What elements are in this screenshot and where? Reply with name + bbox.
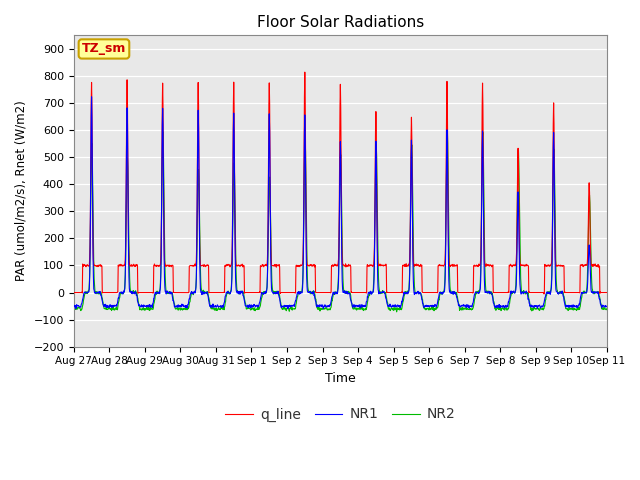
NR2 [444, 128, 451, 133]
NR2 [188, 291, 196, 297]
q_line [188, 263, 196, 269]
q_line [603, 290, 611, 296]
Title: Floor Solar Radiations: Floor Solar Radiations [257, 15, 424, 30]
q_line [540, 291, 548, 297]
NR1 [603, 303, 611, 309]
NR1 [493, 302, 501, 308]
Line: NR2: NR2 [74, 131, 607, 312]
q_line [423, 290, 431, 296]
q_line [248, 290, 256, 296]
Text: TZ_sm: TZ_sm [82, 42, 126, 56]
NR1 [189, 290, 196, 296]
NR1 [284, 306, 292, 312]
NR2 [493, 306, 501, 312]
q_line [70, 290, 77, 296]
NR2 [175, 306, 183, 312]
NR1 [540, 300, 548, 306]
NR2 [603, 306, 611, 312]
NR1 [248, 303, 256, 309]
NR1 [424, 303, 431, 309]
NR1 [88, 94, 95, 100]
NR2 [70, 307, 77, 312]
Line: q_line: q_line [74, 72, 607, 294]
NR2 [540, 306, 548, 312]
NR1 [70, 303, 77, 309]
NR2 [248, 306, 256, 312]
Legend: q_line, NR1, NR2: q_line, NR1, NR2 [220, 402, 461, 427]
q_line [175, 290, 183, 296]
Line: NR1: NR1 [74, 97, 607, 309]
X-axis label: Time: Time [325, 372, 356, 385]
NR2 [393, 309, 401, 315]
q_line [540, 290, 547, 296]
q_line [301, 69, 308, 75]
q_line [493, 290, 500, 296]
Y-axis label: PAR (umol/m2/s), Rnet (W/m2): PAR (umol/m2/s), Rnet (W/m2) [15, 101, 28, 281]
NR2 [423, 306, 431, 312]
NR1 [176, 303, 184, 309]
